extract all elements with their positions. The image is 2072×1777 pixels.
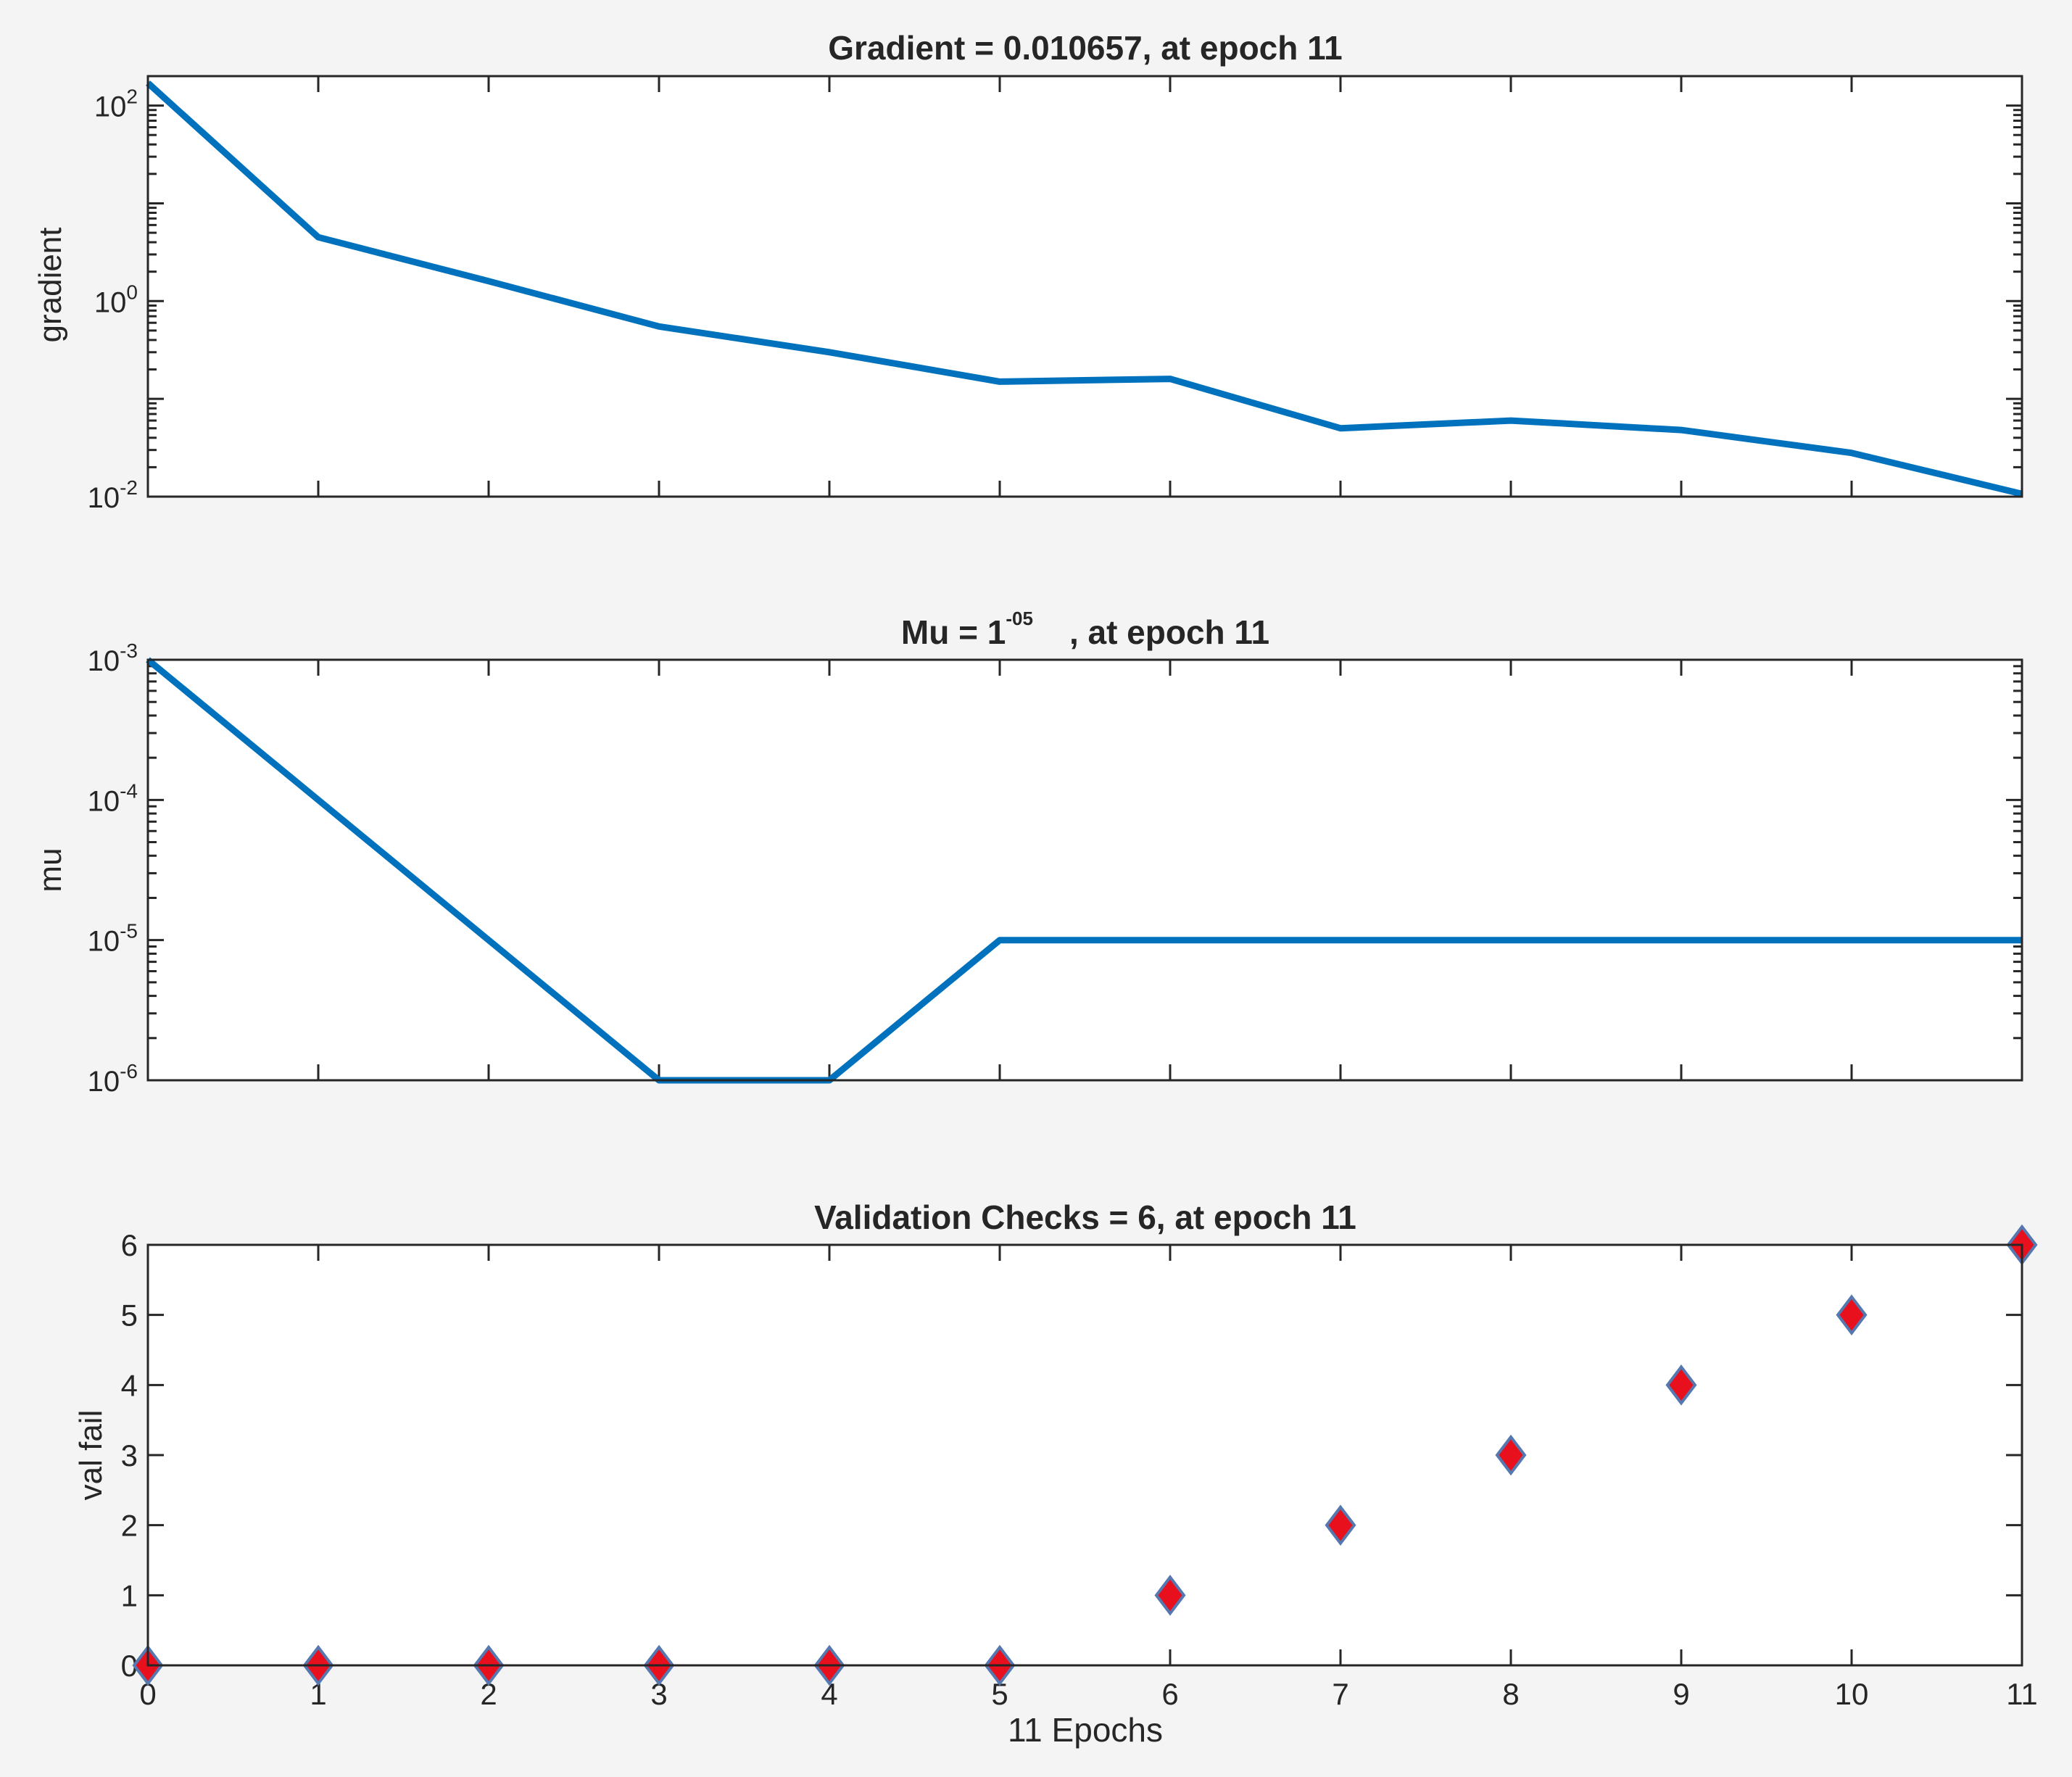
gradient-y-axis-label: gradient bbox=[33, 227, 68, 342]
mu-y-tick-exponent: -4 bbox=[120, 779, 138, 802]
validation-panel: Validation Checks = 6, at epoch 11 val f… bbox=[73, 1198, 2038, 1749]
mu-title-tail: , at epoch 11 bbox=[1069, 613, 1269, 651]
validation-y-tick-label: 3 bbox=[121, 1438, 138, 1472]
validation-x-tick-label: 0 bbox=[139, 1677, 156, 1711]
validation-x-tick-label: 3 bbox=[650, 1677, 667, 1711]
mu-y-axis-label: mu bbox=[33, 848, 68, 892]
validation-x-tick-label: 6 bbox=[1161, 1677, 1178, 1711]
validation-y-axis-label: val fail bbox=[73, 1410, 109, 1501]
gradient-axes-area bbox=[148, 76, 2022, 497]
validation-y-tick-label: 2 bbox=[121, 1509, 138, 1543]
mu-plot-title: Mu = 1-05 , at epoch 11 bbox=[901, 608, 1269, 651]
gradient-y-tick-label: 102 bbox=[94, 86, 138, 123]
mu-title-main: Mu = 1 bbox=[901, 613, 1006, 651]
validation-x-tick-label: 8 bbox=[1502, 1677, 1519, 1711]
mu-y-tick-base: 10 bbox=[88, 1066, 120, 1098]
validation-x-tick-label: 11 bbox=[2006, 1677, 2038, 1711]
validation-y-tick-label: 4 bbox=[121, 1368, 138, 1402]
gradient-axes-frame bbox=[146, 75, 2023, 498]
validation-x-tick-label: 7 bbox=[1332, 1677, 1348, 1711]
gradient-panel: Gradient = 0.010657, at epoch 11 gradien… bbox=[33, 29, 2023, 514]
gradient-plot-title: Gradient = 0.010657, at epoch 11 bbox=[828, 29, 1343, 67]
validation-x-tick-label: 10 bbox=[1835, 1677, 1869, 1711]
validation-y-tick-label: 0 bbox=[121, 1649, 138, 1683]
mu-panel: Mu = 1-05, at epoch 11 mu 10-310-410-510… bbox=[33, 608, 2023, 1098]
validation-x-tick-label: 9 bbox=[1673, 1677, 1689, 1711]
validation-data-point bbox=[1325, 1504, 1356, 1546]
validation-x-tick-label: 1 bbox=[310, 1677, 326, 1711]
validation-data-point bbox=[1665, 1364, 1697, 1406]
gradient-y-tick-exponent: 2 bbox=[126, 86, 138, 108]
mu-y-tick-base: 10 bbox=[88, 926, 120, 958]
validation-plot-title: Validation Checks = 6, at epoch 11 bbox=[814, 1198, 1356, 1236]
validation-x-axis-label: 11 Epochs bbox=[1008, 1711, 1163, 1749]
gradient-series-line bbox=[145, 80, 2023, 497]
validation-axes-area bbox=[148, 1245, 2022, 1665]
validation-y-tick-label: 1 bbox=[121, 1578, 138, 1612]
gradient-y-tick-base: 10 bbox=[88, 482, 120, 514]
mu-y-tick-base: 10 bbox=[88, 785, 120, 817]
gradient-y-tick-label: 10-2 bbox=[88, 476, 138, 514]
mu-axes-area bbox=[148, 660, 2022, 1080]
validation-data-point bbox=[1154, 1575, 1186, 1616]
mu-y-tick-label: 10-3 bbox=[88, 639, 138, 677]
mu-title-exponent: -05 bbox=[1006, 608, 1033, 629]
mu-y-tick-label: 10-5 bbox=[88, 920, 138, 958]
mu-y-tick-exponent: -6 bbox=[120, 1060, 138, 1082]
validation-data-point bbox=[1495, 1434, 1527, 1476]
validation-data-point bbox=[1836, 1294, 1868, 1335]
gradient-y-tick-base: 10 bbox=[94, 91, 127, 123]
validation-x-tick-label: 4 bbox=[821, 1677, 837, 1711]
mu-y-tick-label: 10-4 bbox=[88, 779, 138, 817]
mu-axes-frame bbox=[146, 658, 2023, 1082]
mu-y-tick-label: 10-6 bbox=[88, 1060, 138, 1098]
gradient-y-tick-base: 10 bbox=[94, 286, 127, 318]
mu-y-tick-exponent: -3 bbox=[120, 639, 138, 662]
mu-series-line bbox=[146, 657, 2022, 1084]
mu-y-tick-exponent: -5 bbox=[120, 920, 138, 943]
validation-x-tick-label: 5 bbox=[991, 1677, 1008, 1711]
validation-axes-frame bbox=[146, 1243, 2023, 1667]
gradient-y-tick-label: 100 bbox=[94, 281, 138, 318]
mu-y-tick-base: 10 bbox=[88, 645, 120, 677]
validation-y-tick-label: 5 bbox=[121, 1298, 138, 1333]
gradient-y-tick-exponent: -2 bbox=[120, 476, 138, 499]
validation-x-tick-label: 2 bbox=[480, 1677, 497, 1711]
gradient-y-tick-exponent: 0 bbox=[126, 281, 138, 303]
validation-y-tick-label: 6 bbox=[121, 1228, 138, 1262]
